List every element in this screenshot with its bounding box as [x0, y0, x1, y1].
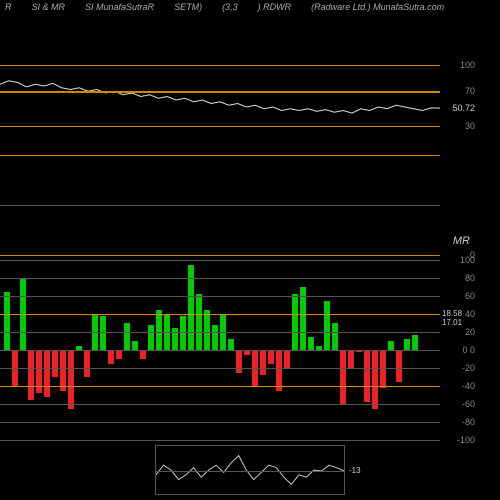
axis-label: -60 — [462, 399, 475, 409]
gridline — [0, 350, 440, 351]
hdr-4: (3,3 — [222, 2, 238, 14]
mr-bar — [364, 350, 370, 402]
current-value: 50.72 — [452, 103, 475, 113]
mr-bar — [52, 350, 58, 377]
mr-bar — [148, 325, 154, 350]
gridline — [0, 314, 440, 315]
bottom-mini-chart: -13 — [155, 445, 345, 495]
mr-bar — [372, 350, 378, 409]
axis-label: 70 — [465, 86, 475, 96]
axis-label: 100 — [460, 255, 475, 265]
hdr-1: SI & MR — [32, 2, 66, 14]
mr-bar — [84, 350, 90, 377]
gridline — [0, 440, 440, 441]
mr-bar — [204, 310, 210, 351]
mr-bar — [412, 335, 418, 350]
axis-label: 80 — [465, 273, 475, 283]
axis-label: -40 — [462, 381, 475, 391]
hdr-6: (Radware Ltd.) MunafaSutra.com — [311, 2, 444, 14]
bottom-line-svg — [156, 446, 344, 494]
hdr-5: ) RDWR — [258, 2, 292, 14]
mr-bar — [116, 350, 122, 359]
value-annotation: 17.01 — [442, 318, 462, 327]
mr-bar — [124, 323, 130, 350]
mr-bar — [132, 341, 138, 350]
mr-bar — [140, 350, 146, 359]
gridline — [0, 205, 440, 206]
mr-bar — [28, 350, 34, 400]
chart-header: R SI & MR SI MunafaSutraR SETM) (3,3 ) R… — [0, 2, 500, 14]
mr-bar — [68, 350, 74, 409]
axis-label: -100 — [457, 435, 475, 445]
mr-bar — [276, 350, 282, 391]
gridline — [0, 278, 440, 279]
current-value: -13 — [349, 466, 361, 475]
hdr-0: R — [5, 2, 12, 14]
gridline — [0, 368, 440, 369]
mr-bar — [388, 341, 394, 350]
si-line-chart: 100703050.72 — [0, 65, 440, 135]
axis-label: 30 — [465, 121, 475, 131]
mr-bar — [156, 310, 162, 351]
mr-bar — [228, 339, 234, 350]
gridline — [0, 386, 440, 387]
mr-bar — [284, 350, 290, 368]
gridline — [0, 255, 440, 256]
hdr-2: SI MunafaSutraR — [85, 2, 154, 14]
mr-bar — [332, 323, 338, 350]
value-annotation: 18.58 — [442, 309, 462, 318]
gridline — [0, 332, 440, 333]
mr-bar — [396, 350, 402, 382]
gridline — [156, 471, 344, 472]
gridline — [0, 91, 440, 93]
gridline — [0, 422, 440, 423]
mr-bar-chart: 100806040200 0-20-40-60-80-10018.5817.01 — [0, 260, 440, 440]
axis-label: 0 0 — [462, 345, 475, 355]
axis-label: 100 — [460, 60, 475, 70]
mr-bar — [212, 325, 218, 350]
mini-line — [156, 456, 344, 485]
mr-bar — [404, 339, 410, 350]
axis-label: -20 — [462, 363, 475, 373]
axis-label: 60 — [465, 291, 475, 301]
mr-bar — [268, 350, 274, 364]
gridline — [0, 65, 440, 66]
mr-bar — [60, 350, 66, 391]
axis-label: 20 — [465, 327, 475, 337]
si-line-svg — [0, 65, 440, 135]
mid-panel: 0 — [0, 155, 440, 255]
gridline — [0, 155, 440, 156]
hdr-3: SETM) — [174, 2, 202, 14]
axis-label: -80 — [462, 417, 475, 427]
si-line — [0, 81, 440, 113]
mr-bar — [340, 350, 346, 404]
mr-label: MR — [453, 235, 470, 247]
mr-bar — [348, 350, 354, 368]
gridline — [0, 126, 440, 127]
gridline — [0, 404, 440, 405]
mr-bar — [260, 350, 266, 375]
mr-bar — [172, 328, 178, 351]
mr-bar — [308, 337, 314, 351]
mr-bar — [108, 350, 114, 364]
gridline — [0, 296, 440, 297]
mr-bar — [236, 350, 242, 373]
axis-label: 40 — [465, 309, 475, 319]
mr-bar — [196, 294, 202, 350]
mr-bar — [324, 301, 330, 351]
mr-bar — [292, 294, 298, 350]
gridline — [0, 260, 440, 261]
mr-bar — [4, 292, 10, 351]
mr-bar — [44, 350, 50, 397]
